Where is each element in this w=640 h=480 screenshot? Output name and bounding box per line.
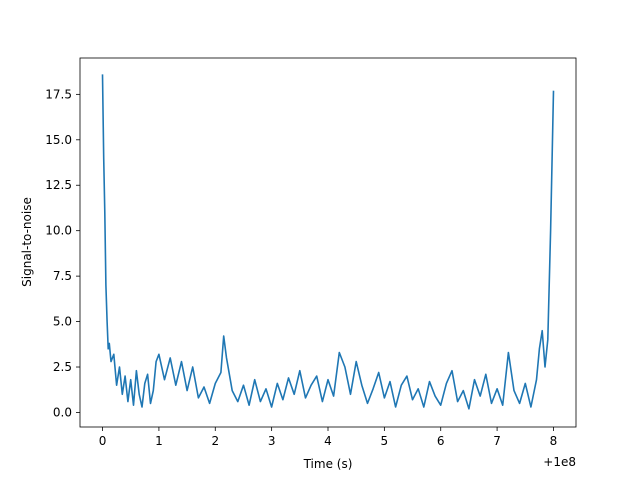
x-axis-label: Time (s) [303, 457, 353, 471]
y-axis-ticks: 0.0 2.5 5.0 7.5 10.0 12.5 15.0 17.5 [45, 87, 80, 419]
x-tick-label: 7 [493, 434, 501, 448]
y-tick-label: 2.5 [53, 360, 72, 374]
y-tick-label: 0.0 [53, 405, 72, 419]
y-tick-label: 15.0 [45, 133, 72, 147]
x-axis-ticks: 0 1 2 3 4 5 6 7 8 [99, 427, 558, 448]
x-tick-label: 0 [99, 434, 107, 448]
y-tick-label: 7.5 [53, 269, 72, 283]
x-tick-label: 2 [211, 434, 219, 448]
y-axis-label: Signal-to-noise [20, 197, 34, 287]
y-tick-label: 5.0 [53, 315, 72, 329]
y-tick-label: 17.5 [45, 87, 72, 101]
x-tick-label: 3 [268, 434, 276, 448]
y-tick-label: 10.0 [45, 224, 72, 238]
x-tick-label: 6 [437, 434, 445, 448]
x-tick-label: 4 [324, 434, 332, 448]
x-tick-label: 8 [550, 434, 558, 448]
series-line [101, 74, 555, 410]
series-layer [101, 74, 555, 410]
plot-frame [79, 57, 577, 428]
y-tick-label: 12.5 [45, 178, 72, 192]
x-offset-label: +1e8 [543, 455, 576, 469]
x-tick-label: 1 [155, 434, 163, 448]
x-tick-label: 5 [381, 434, 389, 448]
plot-area [80, 58, 576, 427]
